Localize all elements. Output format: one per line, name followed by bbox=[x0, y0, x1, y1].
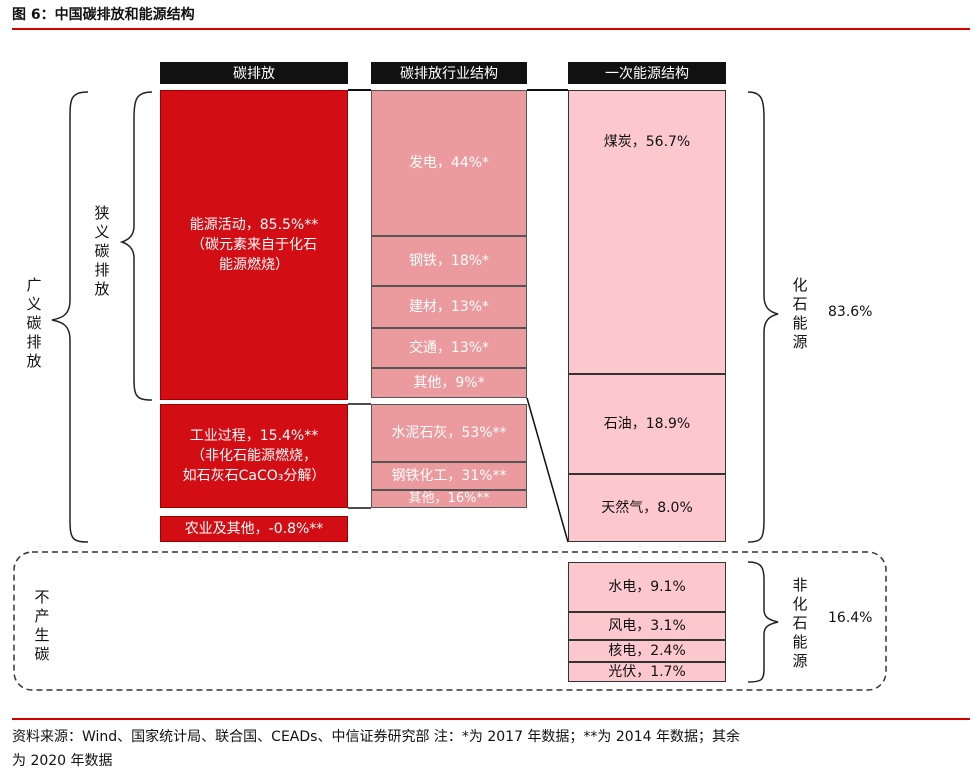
connector-line bbox=[526, 397, 569, 543]
header-energy: 一次能源结构 bbox=[568, 62, 726, 84]
header-emission: 碳排放 bbox=[160, 62, 348, 84]
energy-solar: 光伏，1.7% bbox=[568, 662, 726, 682]
energy-wind: 风电，3.1% bbox=[568, 612, 726, 640]
industry-steel-chem: 钢铁化工，31%** bbox=[371, 462, 527, 490]
footer-rule bbox=[12, 718, 970, 720]
energy-activity-line2: （碳元素来自于化石 bbox=[190, 237, 317, 253]
industry-power: 发电，44%* bbox=[371, 90, 527, 236]
label-fossil: 化石能源 bbox=[792, 276, 808, 351]
industry-building: 建材，13%* bbox=[371, 286, 527, 328]
header-industry: 碳排放行业结构 bbox=[371, 62, 527, 84]
broad-bracket bbox=[51, 91, 89, 543]
industry-other2: 其他，16%** bbox=[371, 490, 527, 508]
industry-other: 其他，9%* bbox=[371, 368, 527, 398]
fossil-percent: 83.6% bbox=[828, 304, 873, 320]
label-no-carbon: 不产生碳 bbox=[34, 588, 50, 663]
energy-nuclear: 核电，2.4% bbox=[568, 640, 726, 662]
title-rule bbox=[12, 28, 970, 30]
narrow-bracket bbox=[119, 91, 153, 401]
nonfossil-bracket bbox=[747, 561, 779, 683]
label-broad-carbon: 广义碳排放 bbox=[26, 276, 42, 370]
industry-transport: 交通，13%* bbox=[371, 328, 527, 368]
energy-gas: 天然气，8.0% bbox=[568, 474, 726, 542]
energy-oil: 石油，18.9% bbox=[568, 374, 726, 474]
fossil-bracket bbox=[747, 91, 779, 543]
nonfossil-percent: 16.4% bbox=[828, 610, 873, 626]
industry-steel: 钢铁，18%* bbox=[371, 236, 527, 286]
energy-activity-line1: 能源活动，85.5%** bbox=[189, 217, 319, 233]
label-narrow-carbon: 狭义碳排放 bbox=[94, 204, 110, 298]
energy-coal: 煤炭，56.7% bbox=[568, 90, 726, 374]
footer-line2: 为 2020 年数据 bbox=[12, 753, 113, 769]
energy-coal-label: 煤炭，56.7% bbox=[603, 134, 691, 150]
agriculture-box: 农业及其他，-0.8%** bbox=[160, 516, 348, 542]
energy-activity-line3: 能源燃烧） bbox=[218, 257, 289, 273]
no-carbon-box bbox=[13, 551, 887, 691]
energy-activity-box: 能源活动，85.5%** （碳元素来自于化石 能源燃烧） bbox=[160, 90, 348, 400]
footer-line1: 资料来源：Wind、国家统计局、联合国、CEADs、中信证券研究部 注：*为 2… bbox=[12, 729, 740, 745]
industrial-process-line3: 如石灰石CaCO₃分解） bbox=[182, 468, 326, 484]
label-nonfossil: 非化石能源 bbox=[792, 576, 808, 670]
energy-hydro: 水电，9.1% bbox=[568, 562, 726, 612]
industry-cement: 水泥石灰，53%** bbox=[371, 404, 527, 462]
figure-title: 图 6：中国碳排放和能源结构 bbox=[12, 7, 195, 23]
industrial-process-box: 工业过程，15.4%** （非化石能源燃烧， 如石灰石CaCO₃分解） bbox=[160, 404, 348, 508]
industrial-process-line1: 工业过程，15.4%** bbox=[189, 428, 319, 444]
industrial-process-line2: （非化石能源燃烧， bbox=[190, 448, 317, 464]
